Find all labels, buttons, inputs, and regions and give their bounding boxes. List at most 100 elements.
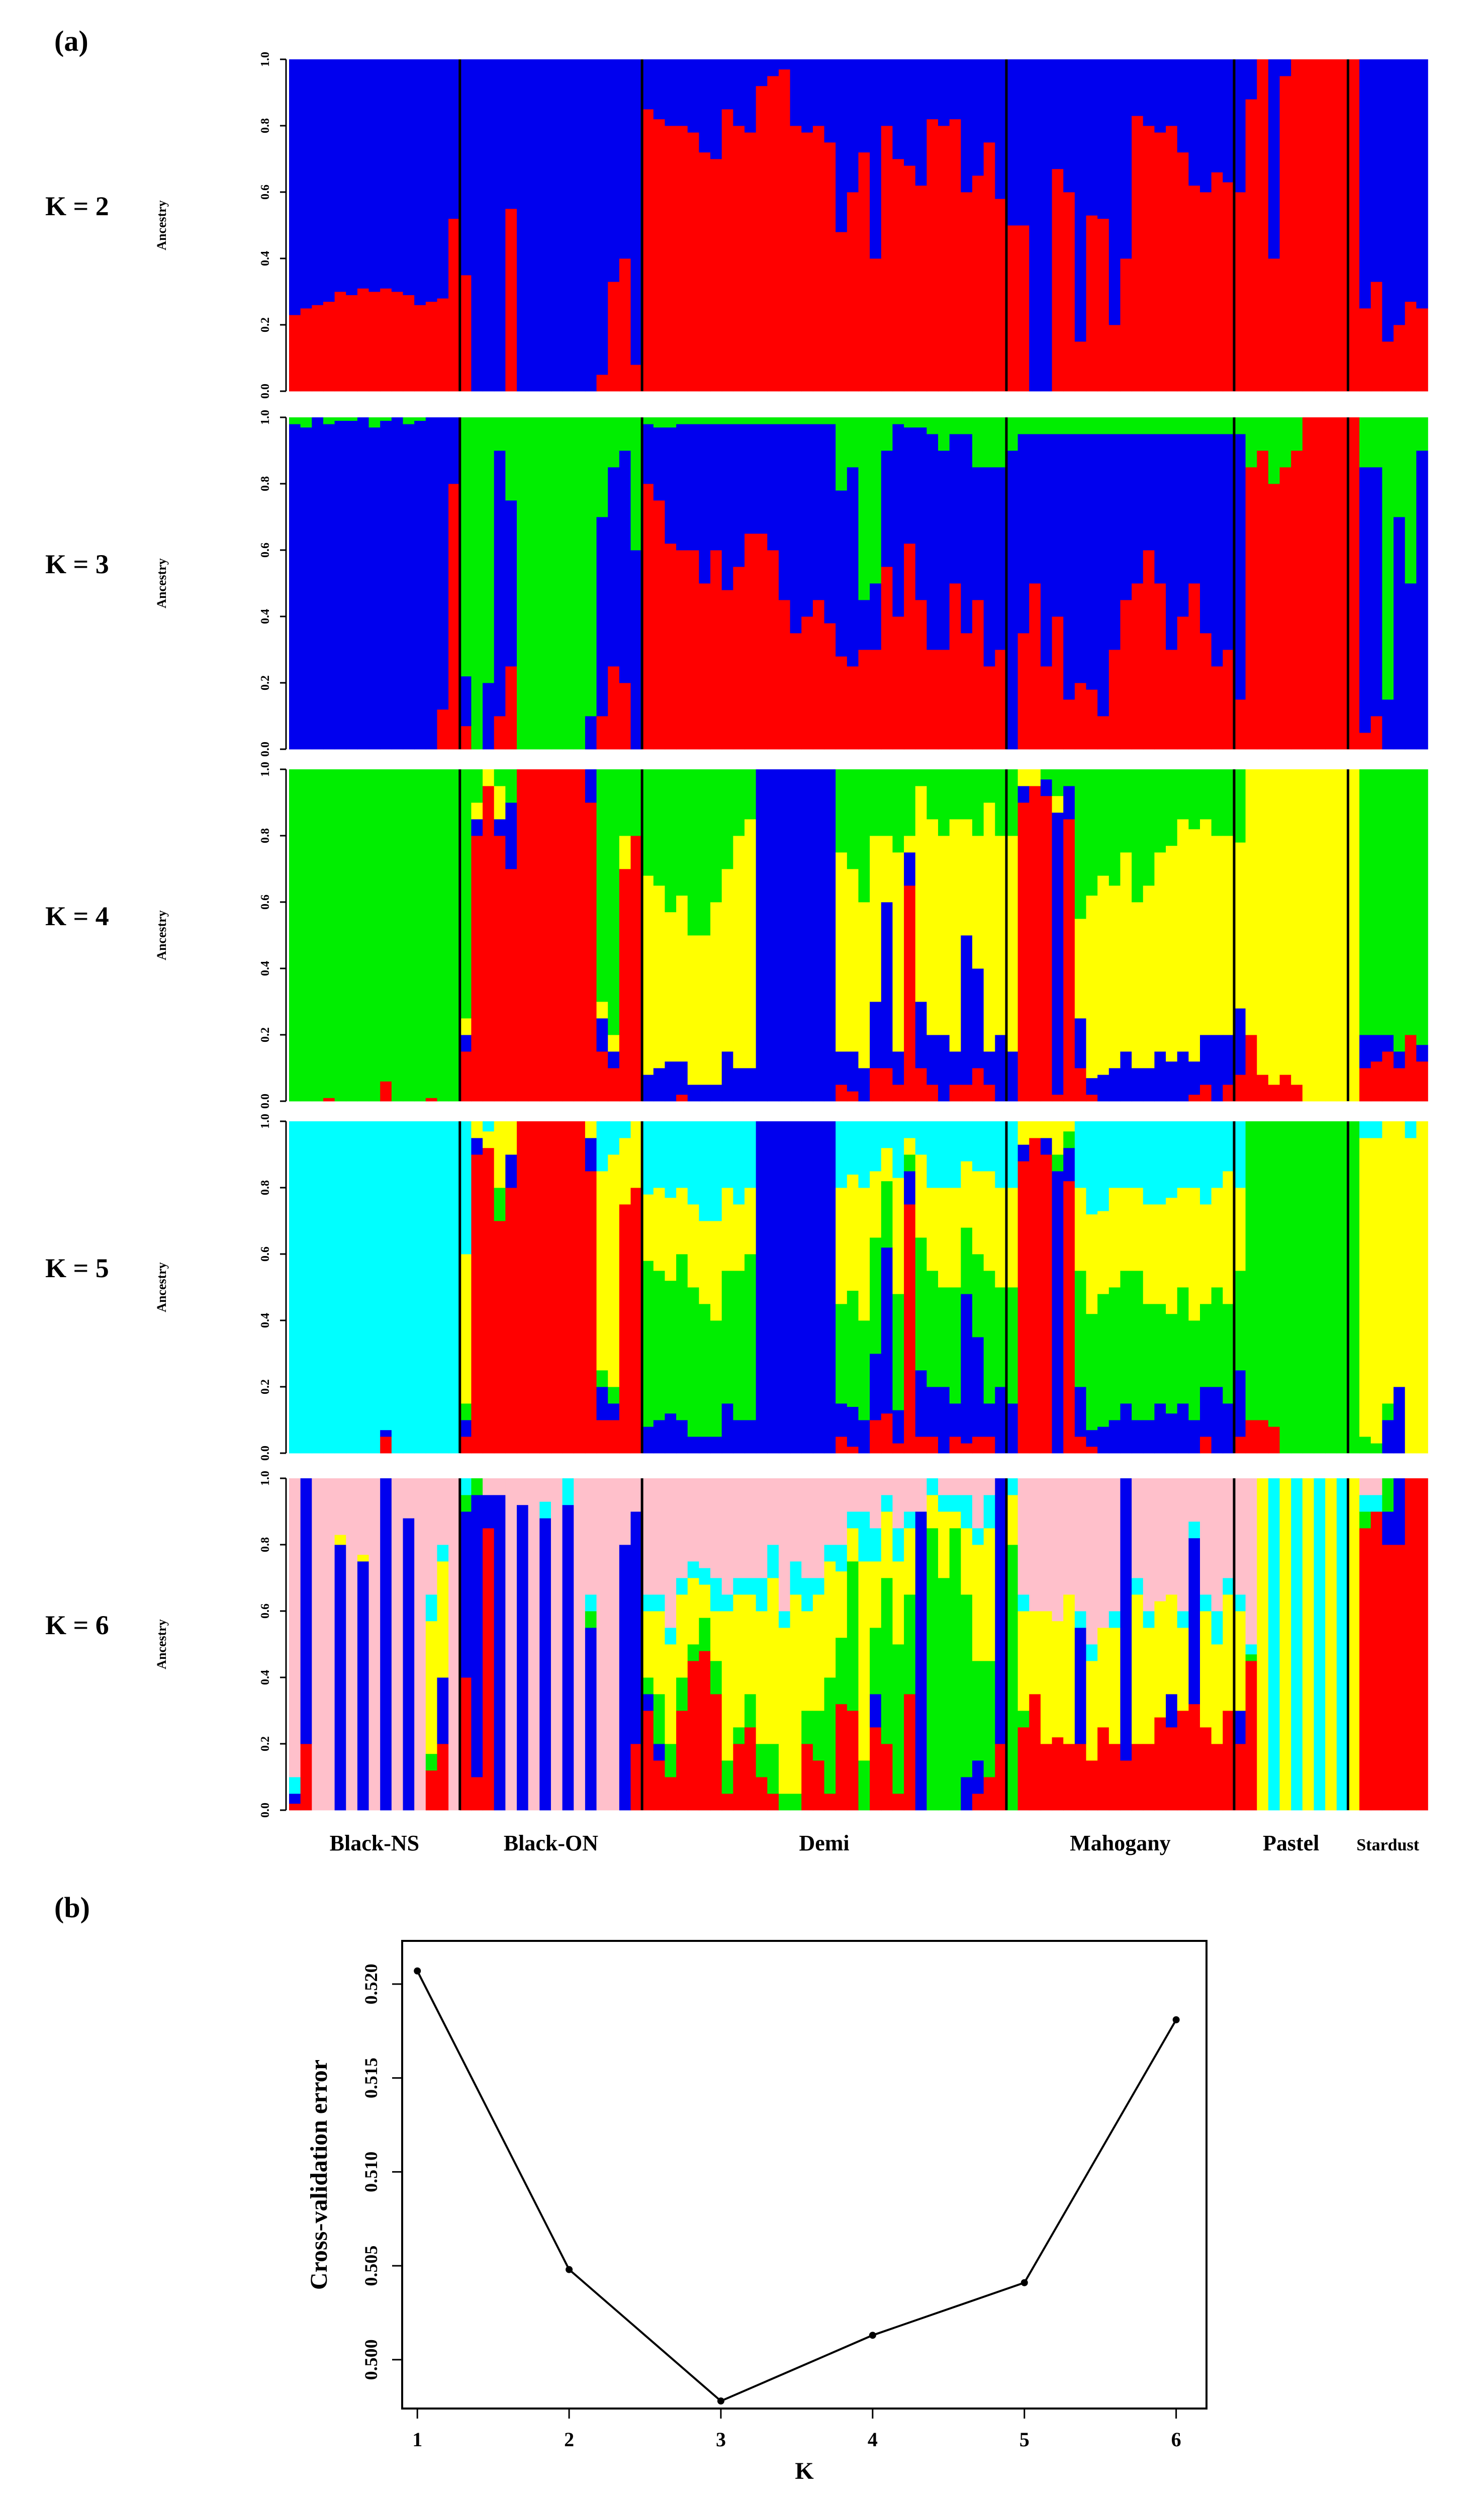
ancestry-bar-yellow: [1108, 885, 1121, 1068]
ancestry-bar-green: [459, 1403, 472, 1420]
ancestry-bar-red: [1279, 1075, 1291, 1102]
ancestry-bar-yellow: [665, 1197, 677, 1281]
ancestry-bar-red: [1017, 803, 1030, 1102]
k-row-label: K = 4: [45, 901, 109, 931]
ancestry-bar-blue: [300, 427, 313, 750]
ancestry-bar-yellow: [1086, 895, 1098, 1079]
ancestry-bar-cyan: [289, 1777, 301, 1794]
ancestry-bar-cyan: [665, 1121, 677, 1198]
ancestry-bar-green: [346, 417, 358, 421]
ancestry-bar-red: [756, 533, 768, 750]
ancestry-bar-red: [1029, 1694, 1041, 1811]
ancestry-bar-blue: [1017, 59, 1030, 226]
ancestry-bar-green: [745, 1254, 757, 1420]
ancestry-bar-cyan: [1291, 1478, 1303, 1811]
ancestry-bar-pink: [949, 1478, 962, 1495]
ancestry-bar-green: [630, 417, 642, 551]
ancestry-bar-cyan: [1223, 1578, 1235, 1595]
ancestry-bar-green: [1052, 417, 1064, 434]
ancestry-bar-red: [961, 633, 973, 750]
ancestry-bar-cyan: [1017, 1594, 1030, 1612]
ancestry-bar-blue: [687, 1085, 700, 1102]
ancestry-bar-cyan: [619, 1121, 631, 1138]
ancestry-bar-blue: [1200, 1387, 1212, 1437]
ancestry-bar-blue: [1052, 812, 1064, 1095]
ancestry-bar-yellow: [1177, 1188, 1189, 1288]
ancestry-bar-red: [767, 1794, 779, 1811]
ancestry-bar-red: [1370, 282, 1383, 392]
ancestry-bar-red: [699, 1651, 711, 1811]
ancestry-bar-red: [1097, 716, 1109, 750]
ancestry-bar-blue: [926, 434, 939, 650]
ancestry-bar-red: [778, 69, 791, 392]
ancestry-bar-blue: [471, 819, 483, 836]
ancestry-bar-cyan: [870, 1121, 882, 1172]
ancestry-bar-blue: [1063, 434, 1075, 700]
ancestry-bar-green: [1394, 417, 1406, 517]
y-tick-label: 0.2: [259, 317, 272, 332]
ancestry-bar-red: [881, 567, 893, 750]
ancestry-bar-green: [642, 417, 654, 424]
ancestry-bar-red: [1143, 126, 1155, 392]
ancestry-bar-cyan: [1234, 1594, 1246, 1612]
ancestry-bar-red: [983, 666, 996, 750]
ancestry-bar-blue: [300, 59, 313, 309]
ancestry-bar-blue: [494, 59, 506, 392]
ancestry-bar-blue: [448, 59, 460, 219]
ancestry-bar-green: [904, 1594, 916, 1695]
ancestry-bar-green: [289, 417, 301, 424]
ancestry-bar-cyan: [1370, 1495, 1383, 1512]
ancestry-bar-yellow: [915, 786, 928, 1002]
ancestry-bar-green: [733, 417, 745, 424]
ancestry-bar-blue: [1120, 1478, 1132, 1761]
ancestry-bar-green: [745, 1694, 757, 1728]
ancestry-bar-green: [1325, 1121, 1337, 1454]
ancestry-bar-green: [471, 417, 483, 750]
ancestry-bar-yellow: [1052, 1621, 1064, 1738]
ancestry-bar-pink: [619, 1478, 631, 1545]
ancestry-bar-green: [323, 769, 335, 1098]
ancestry-bar-yellow: [425, 1621, 438, 1754]
ancestry-bar-red: [642, 484, 654, 750]
ancestry-bar-red: [312, 305, 324, 392]
ancestry-bar-pink: [790, 1478, 802, 1562]
ancestry-bar-pink: [687, 1478, 700, 1562]
ancestry-bar-green: [471, 769, 483, 803]
ancestry-bar-green: [653, 769, 666, 886]
ancestry-bar-green: [574, 417, 586, 750]
ancestry-bar-green: [1120, 1271, 1132, 1404]
ancestry-bar-cyan: [733, 1578, 745, 1595]
ancestry-bar-blue: [1120, 434, 1132, 600]
ancestry-bar-green: [790, 417, 802, 424]
ancestry-bar-yellow: [1211, 836, 1224, 1035]
ancestry-bar-red: [1040, 1154, 1053, 1454]
ancestry-bar-yellow: [824, 1561, 836, 1678]
ancestry-bar-blue: [710, 59, 722, 159]
ancestry-bar-blue: [459, 59, 472, 276]
ancestry-bar-blue: [836, 490, 848, 657]
admixture-row: 0.0 0.2 0.4 0.6 0.8 1.0 Ancestry K = 2: [45, 52, 1428, 399]
ancestry-bar-green: [1211, 1287, 1224, 1387]
ancestry-bar-pink: [574, 1478, 586, 1811]
ancestry-bar-red: [710, 550, 722, 750]
ancestry-bar-green: [915, 1237, 928, 1371]
ancestry-bar-blue: [1132, 434, 1144, 584]
ancestry-bar-blue: [1394, 1387, 1406, 1454]
ancestry-bar-red: [1200, 1727, 1212, 1811]
ancestry-bar-red: [619, 1204, 631, 1454]
ancestry-bar-red: [1132, 1744, 1144, 1811]
ancestry-bar-green: [858, 769, 870, 903]
ancestry-bar-red: [528, 769, 540, 1102]
ancestry-bar-green: [1211, 417, 1224, 434]
cv-error-chart: 1 2 3 4 5 6 0.500 0.505 0.510 0.515 0.520 K Cross-va…: [306, 1940, 1208, 2484]
ancestry-bar-green: [1359, 1511, 1371, 1529]
ancestry-bar-cyan: [1268, 1478, 1280, 1811]
ancestry-bar-green: [1405, 769, 1417, 1035]
ancestry-bar-green: [1394, 769, 1406, 1052]
ancestry-bar-red: [1234, 1075, 1246, 1102]
ancestry-bar-red: [904, 543, 916, 750]
ancestry-bar-green: [904, 417, 916, 428]
ancestry-bar-red: [1052, 168, 1064, 392]
ancestry-bar-blue: [1370, 1035, 1383, 1062]
